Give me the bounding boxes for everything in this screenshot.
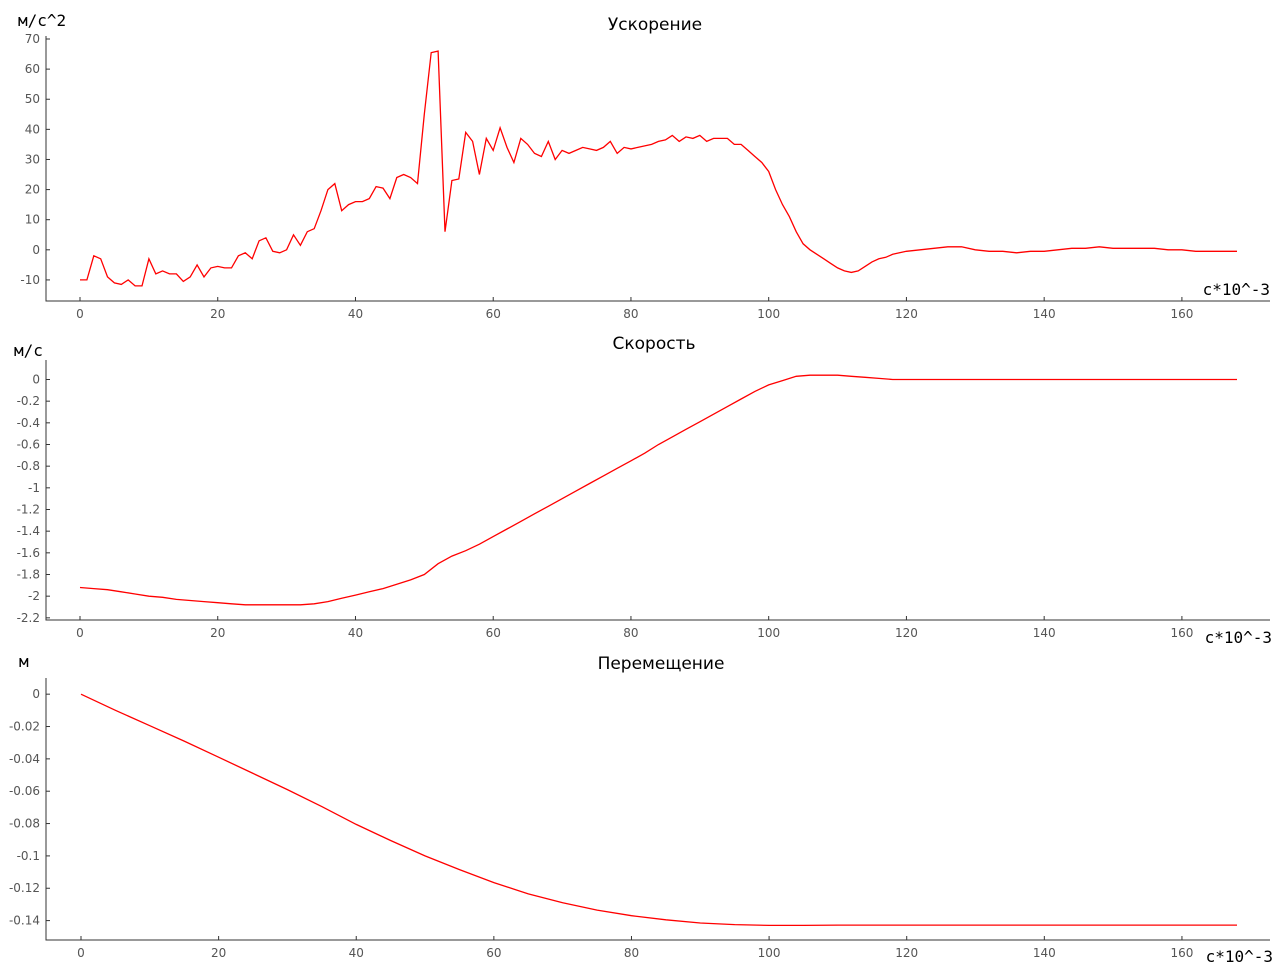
displacement-y-tick-label: -0.12 xyxy=(9,881,40,895)
acceleration-chart: Ускорение м/с^2 с*10^-3 0 20 40 60 80 100 120 1… xyxy=(18,11,1270,321)
acceleration-xlabel: с*10^-3 xyxy=(1203,280,1270,299)
velocity-y-tick-label: -2 xyxy=(28,589,40,603)
acceleration-y-tick-label: 20 xyxy=(25,183,40,197)
displacement-series-line xyxy=(81,694,1237,925)
acceleration-y-tick-label: 70 xyxy=(25,32,40,46)
velocity-x-tick-label: 40 xyxy=(348,626,363,640)
acceleration-y-tick-label: 50 xyxy=(25,92,40,106)
acceleration-y-tick-label: 0 xyxy=(32,243,40,257)
acceleration-x-tick-label: 0 xyxy=(76,307,84,321)
velocity-chart: Скорость м/с с*10^-3 0 20 40 60 80 100 120 140 1… xyxy=(14,334,1272,647)
velocity-x-tick-label: 120 xyxy=(895,626,918,640)
acceleration-x-tick-label: 20 xyxy=(210,307,225,321)
displacement-y-tick-label: -0.04 xyxy=(9,752,40,766)
displacement-y-tick-label: -0.1 xyxy=(17,849,40,863)
acceleration-series-line xyxy=(80,51,1237,286)
velocity-y-tick-label: -0.8 xyxy=(17,459,40,473)
acceleration-chart-title: Ускорение xyxy=(608,15,702,35)
acceleration-marks: 0 20 40 60 80 100 120 140 160 -10 0 10 20 30 40 50 60 70 xyxy=(20,32,1270,321)
displacement-chart-title: Перемещение xyxy=(598,654,725,674)
acceleration-x-tick-label: 160 xyxy=(1170,307,1193,321)
displacement-ylabel: м xyxy=(19,652,29,671)
velocity-y-tick-label: -1.2 xyxy=(17,503,40,517)
velocity-axes xyxy=(46,360,1270,620)
velocity-y-tick-label: -2.2 xyxy=(17,611,40,625)
displacement-xlabel: с*10^-3 xyxy=(1206,947,1273,966)
displacement-x-tick-label: 0 xyxy=(77,946,85,960)
acceleration-x-tick-label: 100 xyxy=(757,307,780,321)
velocity-y-tick-label: -0.2 xyxy=(17,394,40,408)
displacement-y-tick-label: -0.02 xyxy=(9,720,40,734)
displacement-y-tick-label: -0.06 xyxy=(9,784,40,798)
velocity-xlabel: с*10^-3 xyxy=(1205,628,1272,647)
velocity-x-tick-label: 0 xyxy=(76,626,84,640)
displacement-x-tick-label: 60 xyxy=(486,946,501,960)
displacement-x-tick-label: 40 xyxy=(349,946,364,960)
displacement-y-tick-label: 0 xyxy=(32,687,40,701)
displacement-x-tick-label: 100 xyxy=(758,946,781,960)
acceleration-y-tick-label: -10 xyxy=(20,273,40,287)
acceleration-x-tick-label: 140 xyxy=(1033,307,1056,321)
acceleration-y-tick-label: 40 xyxy=(25,122,40,136)
acceleration-x-tick-label: 80 xyxy=(623,307,638,321)
velocity-y-tick-label: -1.8 xyxy=(17,568,40,582)
acceleration-ylabel: м/с^2 xyxy=(18,11,66,30)
displacement-marks: 0 20 40 60 80 100 120 140 160 -0.14 -0.12 -0.1 -0.08… xyxy=(9,678,1270,960)
acceleration-x-tick-label: 120 xyxy=(895,307,918,321)
displacement-y-tick-label: -0.14 xyxy=(9,914,40,928)
acceleration-y-tick-label: 10 xyxy=(25,213,40,227)
velocity-x-tick-label: 100 xyxy=(757,626,780,640)
velocity-y-tick-label: 0 xyxy=(32,373,40,387)
displacement-x-tick-label: 160 xyxy=(1170,946,1193,960)
velocity-y-tick-label: -1.4 xyxy=(17,524,40,538)
velocity-y-tick-label: -0.4 xyxy=(17,416,40,430)
acceleration-x-tick-label: 60 xyxy=(486,307,501,321)
velocity-x-tick-label: 140 xyxy=(1033,626,1056,640)
velocity-marks: 0 20 40 60 80 100 120 140 160 -2.2 -2 -1.8 -1.6 -1.4 -… xyxy=(17,360,1270,640)
velocity-x-tick-label: 160 xyxy=(1170,626,1193,640)
displacement-x-tick-label: 140 xyxy=(1033,946,1056,960)
displacement-x-tick-label: 120 xyxy=(895,946,918,960)
displacement-axes xyxy=(46,678,1270,940)
displacement-y-tick-label: -0.08 xyxy=(9,817,40,831)
velocity-y-tick-label: -1 xyxy=(28,481,40,495)
velocity-x-tick-label: 60 xyxy=(486,626,501,640)
acceleration-y-tick-label: 30 xyxy=(25,152,40,166)
velocity-y-tick-label: -0.6 xyxy=(17,438,40,452)
velocity-ylabel: м/с xyxy=(14,341,43,360)
velocity-series-line xyxy=(80,375,1237,605)
displacement-x-tick-label: 80 xyxy=(624,946,639,960)
displacement-x-tick-label: 20 xyxy=(211,946,226,960)
acceleration-x-tick-label: 40 xyxy=(348,307,363,321)
velocity-x-tick-label: 20 xyxy=(210,626,225,640)
velocity-x-tick-label: 80 xyxy=(623,626,638,640)
acceleration-axes xyxy=(46,36,1270,301)
velocity-y-tick-label: -1.6 xyxy=(17,546,40,560)
displacement-chart: Перемещение м с*10^-3 0 20 40 60 80 100 120 140… xyxy=(9,652,1273,966)
velocity-chart-title: Скорость xyxy=(613,334,696,354)
acceleration-y-tick-label: 60 xyxy=(25,62,40,76)
